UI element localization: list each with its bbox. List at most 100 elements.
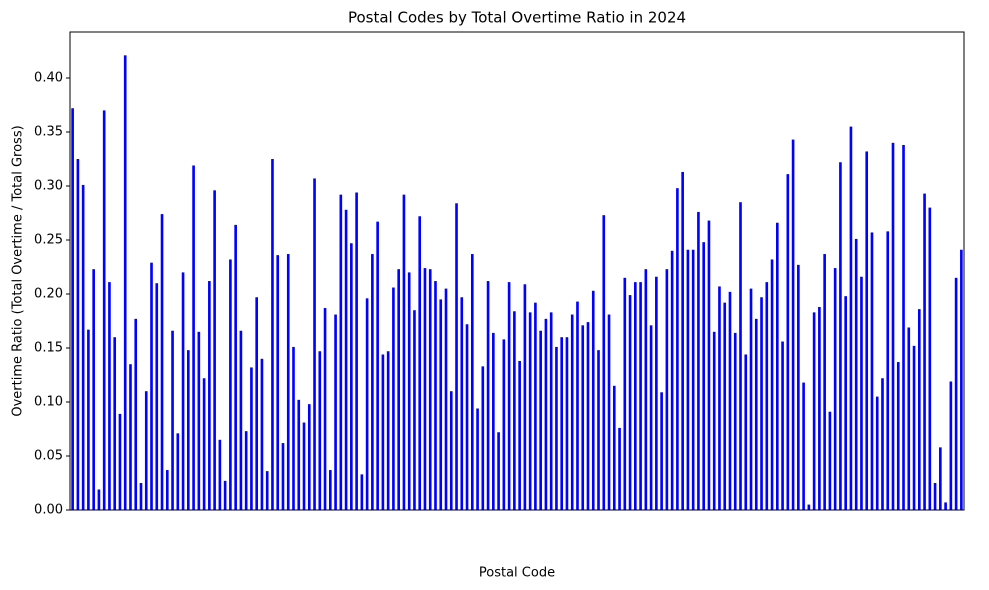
bar — [497, 432, 500, 510]
bar — [723, 302, 727, 510]
bar — [760, 297, 763, 510]
bar — [507, 282, 511, 510]
bar — [486, 281, 490, 510]
bar — [702, 242, 706, 510]
bar — [392, 287, 395, 510]
bar — [660, 392, 663, 510]
bar — [681, 171, 684, 511]
bar — [197, 331, 201, 510]
bar — [286, 254, 290, 510]
bar — [907, 327, 911, 510]
y-tick-label: 0.00 — [34, 503, 63, 518]
bar — [476, 408, 479, 510]
y-axis-label: Overtime Ratio (Total Overtime / Total G… — [11, 125, 26, 416]
y-tick-label: 0.15 — [34, 341, 63, 356]
bar — [250, 367, 253, 510]
bar — [155, 283, 159, 510]
bar — [854, 238, 858, 510]
bar — [229, 259, 232, 510]
bar — [849, 126, 853, 510]
bar — [271, 159, 274, 511]
bar — [97, 489, 101, 510]
bar — [171, 330, 174, 510]
bar — [513, 311, 516, 510]
bar — [313, 178, 316, 510]
bar — [807, 504, 811, 510]
bar — [134, 318, 138, 510]
bar — [655, 276, 658, 510]
bar — [244, 431, 248, 510]
bar — [192, 165, 195, 510]
bar — [733, 332, 737, 510]
bar — [460, 297, 464, 510]
bar — [875, 396, 879, 510]
bar — [397, 269, 400, 510]
bar — [923, 193, 926, 510]
bar — [276, 255, 280, 510]
bar — [628, 295, 632, 510]
bar — [302, 422, 306, 510]
bar — [307, 404, 311, 510]
bar — [739, 202, 742, 511]
bar — [92, 269, 95, 510]
bar — [954, 277, 958, 510]
bar — [586, 322, 590, 510]
y-tick-label: 0.40 — [34, 71, 63, 86]
bar — [428, 269, 432, 510]
bar — [423, 268, 427, 510]
bar — [339, 194, 343, 511]
bar — [886, 231, 890, 510]
bar — [802, 382, 805, 510]
bar — [565, 337, 569, 510]
y-tick-label: 0.20 — [34, 287, 63, 302]
bar — [754, 318, 758, 510]
bar — [823, 254, 826, 510]
bar — [539, 330, 542, 510]
bar — [791, 139, 795, 510]
bar — [933, 483, 937, 510]
bar — [223, 480, 227, 510]
x-axis-label: Postal Code — [479, 566, 555, 581]
bar — [728, 291, 732, 510]
bar — [76, 159, 80, 511]
bar — [833, 268, 837, 510]
bar — [255, 297, 259, 510]
bar — [639, 282, 642, 510]
bar — [102, 110, 106, 511]
bar — [607, 314, 611, 510]
bar — [949, 381, 953, 510]
bar — [781, 341, 784, 510]
bar — [770, 259, 774, 510]
bar — [649, 325, 653, 510]
bar — [775, 222, 779, 511]
bar — [344, 209, 348, 511]
bar — [455, 203, 458, 510]
bar — [265, 471, 269, 510]
bar — [891, 142, 895, 510]
bar — [365, 298, 369, 510]
y-tick-label: 0.10 — [34, 395, 63, 410]
y-tick-label: 0.30 — [34, 179, 63, 194]
bar — [355, 192, 358, 510]
chart-title: Postal Codes by Total Overtime Ratio in … — [348, 9, 686, 27]
bar — [360, 474, 364, 510]
bar — [444, 288, 448, 510]
bar — [560, 337, 564, 510]
bar — [402, 194, 406, 511]
bar — [555, 346, 558, 510]
bar — [712, 331, 716, 510]
bar — [865, 151, 869, 511]
bar — [581, 325, 585, 510]
bar — [634, 282, 637, 510]
bar — [881, 378, 884, 510]
bar — [407, 272, 411, 510]
bar — [591, 290, 595, 510]
bar — [812, 312, 816, 510]
bar — [960, 249, 963, 510]
bar — [749, 288, 753, 510]
bar — [786, 174, 790, 511]
bar — [108, 282, 111, 510]
bar — [718, 286, 721, 510]
